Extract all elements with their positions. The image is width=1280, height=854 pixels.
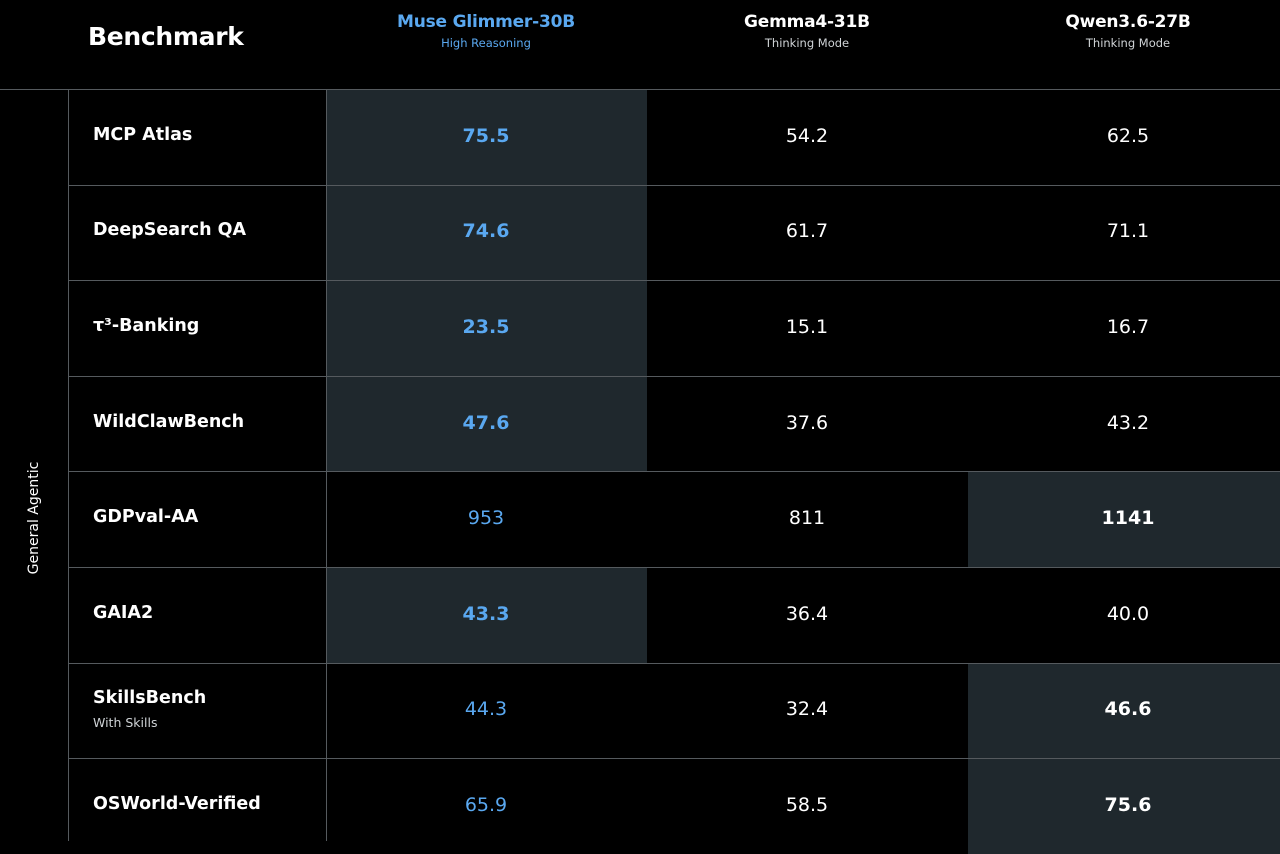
column-header: Muse Glimmer-30B High Reasoning [336, 12, 636, 50]
value-cell: 43.2 [1106, 411, 1150, 434]
row-label: τ³-Banking [93, 316, 200, 336]
value-cell: 37.6 [785, 411, 829, 434]
value-cell: 40.0 [1106, 602, 1150, 625]
value-cell: 74.6 [462, 220, 510, 243]
value-cell: 32.4 [785, 698, 829, 721]
group-label: General Agentic [26, 461, 42, 575]
column-mode: Thinking Mode [1085, 36, 1171, 50]
value-cell: 16.7 [1106, 316, 1150, 338]
best-cell-highlight [968, 759, 1280, 854]
value-cell: 15.1 [785, 316, 829, 338]
best-cell-highlight [968, 472, 1280, 567]
row-label: GDPval-AA [93, 507, 199, 528]
column-mode: High Reasoning [441, 36, 531, 50]
grid-line [68, 280, 1280, 281]
column-name: Qwen3.6-27B [1065, 12, 1191, 32]
value-cell: 1141 [1101, 507, 1155, 530]
column-mode: Thinking Mode [764, 36, 850, 50]
value-cell: 953 [467, 507, 505, 530]
value-cell: 54.2 [785, 124, 829, 147]
value-cell: 65.9 [464, 794, 508, 816]
value-cell: 36.4 [785, 602, 829, 625]
column-name: Gemma4-31B [744, 12, 870, 32]
best-cell-highlight [326, 568, 647, 663]
grid-line [68, 376, 1280, 377]
grid-line [68, 185, 1280, 186]
best-cell-highlight [326, 185, 647, 281]
best-cell-highlight [326, 90, 647, 185]
value-cell: 62.5 [1106, 124, 1150, 147]
value-cell: 43.3 [462, 602, 510, 625]
row-label: OSWorld-Verified [93, 794, 261, 814]
best-cell-highlight [326, 281, 647, 376]
value-cell: 61.7 [785, 220, 829, 243]
grid-line [68, 567, 1280, 568]
value-cell: 44.3 [464, 698, 508, 721]
grid-line [0, 89, 1280, 90]
grid-line [68, 471, 1280, 472]
row-label: DeepSearch QA [93, 220, 247, 241]
value-cell: 71.1 [1106, 220, 1150, 243]
benchmark-header: Benchmark [88, 22, 244, 51]
best-cell-highlight [968, 663, 1280, 759]
grid-line [68, 89, 69, 841]
grid-line [68, 758, 1280, 759]
value-cell: 47.6 [462, 411, 510, 434]
row-label: WildClawBench [93, 411, 245, 432]
column-header: Gemma4-31B Thinking Mode [657, 12, 957, 50]
row-sublabel: With Skills [93, 715, 158, 731]
row-label: SkillsBench [93, 688, 207, 709]
row-label: MCP Atlas [93, 124, 193, 145]
column-name: Muse Glimmer-30B [396, 12, 575, 32]
value-cell: 46.6 [1104, 698, 1152, 721]
value-cell: 23.5 [462, 316, 510, 338]
best-cell-highlight [326, 376, 647, 472]
value-cell: 75.5 [462, 124, 510, 147]
value-cell: 811 [788, 507, 826, 530]
value-cell: 58.5 [785, 794, 829, 816]
column-header: Qwen3.6-27B Thinking Mode [978, 12, 1278, 50]
grid-line [68, 663, 1280, 664]
value-cell: 75.6 [1104, 794, 1152, 816]
grid-line [326, 89, 327, 841]
row-label: GAIA2 [93, 602, 154, 623]
